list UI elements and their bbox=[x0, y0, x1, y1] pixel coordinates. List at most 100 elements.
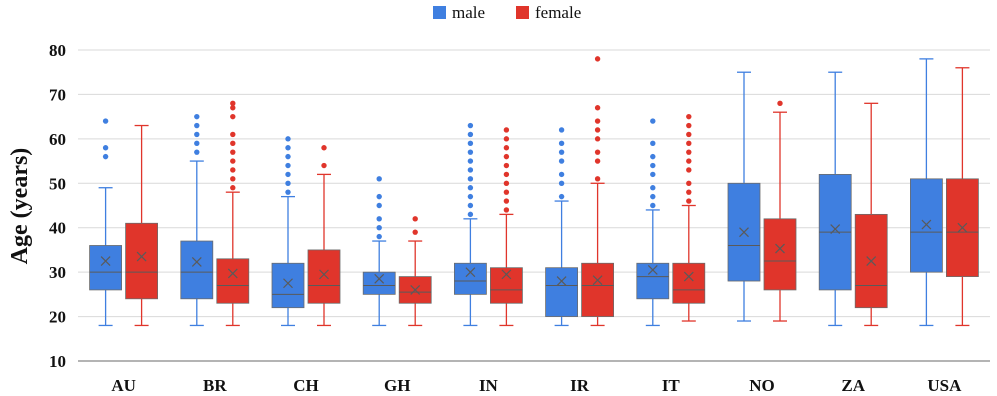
female-box-gh bbox=[398, 216, 432, 327]
female-mean-b-au bbox=[136, 251, 147, 262]
female-iqr-in bbox=[489, 267, 523, 304]
male-outlier-in-8 bbox=[467, 140, 474, 146]
female-outlier-in-5 bbox=[503, 162, 510, 169]
female-outlier-in-7 bbox=[503, 145, 510, 151]
male-outlier-au-0 bbox=[102, 153, 109, 160]
legend-swatch-male bbox=[433, 6, 446, 19]
male-outlier-br-2 bbox=[194, 131, 200, 138]
female-outlier-gh-0 bbox=[412, 229, 418, 235]
female-iqr-no bbox=[763, 218, 797, 291]
y-tick-labels: 10 20 30 40 50 60 70 80 bbox=[49, 41, 66, 371]
male-outlier-ir-1 bbox=[558, 180, 565, 186]
x-tick-au: AU bbox=[111, 376, 136, 395]
female-iqr-usa bbox=[946, 178, 979, 277]
male-outlier-in-5 bbox=[467, 167, 474, 173]
female-mean-b-gh bbox=[410, 284, 421, 295]
female-box-no bbox=[763, 100, 797, 322]
male-box-au bbox=[89, 118, 122, 327]
male-outlier-it-6 bbox=[650, 140, 656, 146]
x-tick-ch: CH bbox=[293, 376, 319, 395]
male-box-no bbox=[727, 71, 761, 322]
male-mean-b-no bbox=[739, 227, 749, 238]
female-outlier-in-2 bbox=[503, 189, 510, 195]
male-outlier-gh-4 bbox=[376, 193, 382, 200]
male-mean-b-za bbox=[830, 224, 841, 234]
male-mean-b-gh bbox=[374, 273, 385, 284]
male-outlier-ch-6 bbox=[285, 136, 291, 142]
x-tick-in: IN bbox=[479, 376, 499, 395]
male-mean-b-br bbox=[191, 257, 202, 267]
female-iqr-ir bbox=[581, 262, 614, 317]
x-tick-no: NO bbox=[749, 376, 775, 395]
female-box-au bbox=[125, 124, 158, 327]
female-mean-b-za bbox=[866, 256, 877, 266]
female-outlier-it-7 bbox=[686, 131, 692, 138]
male-outlier-br-4 bbox=[194, 113, 200, 120]
female-outlier-br-6 bbox=[230, 131, 236, 138]
x-tick-br: BR bbox=[203, 376, 227, 395]
male-outlier-ir-2 bbox=[558, 171, 565, 178]
male-outlier-in-7 bbox=[467, 149, 474, 155]
boxes bbox=[89, 56, 979, 327]
y-tick-80: 80 bbox=[49, 41, 66, 60]
male-outlier-ir-5 bbox=[558, 140, 565, 146]
male-outlier-ch-4 bbox=[285, 153, 291, 160]
female-box-ir bbox=[581, 56, 614, 327]
x-tick-gh: GH bbox=[384, 376, 410, 395]
female-outlier-in-3 bbox=[503, 180, 510, 186]
female-outlier-br-0 bbox=[230, 185, 236, 191]
male-outlier-gh-0 bbox=[376, 233, 382, 240]
female-outlier-br-9 bbox=[230, 100, 236, 107]
male-box-ir bbox=[545, 127, 578, 327]
male-outlier-it-5 bbox=[650, 153, 656, 160]
male-iqr-au bbox=[89, 245, 122, 291]
y-tick-30: 30 bbox=[49, 263, 66, 282]
female-outlier-it-1 bbox=[686, 189, 692, 195]
female-mean-b-in bbox=[501, 269, 512, 280]
male-box-usa bbox=[910, 58, 943, 327]
female-outlier-it-0 bbox=[686, 198, 692, 204]
male-box-ch bbox=[271, 136, 305, 327]
female-outlier-in-1 bbox=[503, 198, 510, 204]
male-outlier-gh-5 bbox=[376, 176, 382, 182]
male-iqr-br bbox=[180, 240, 214, 300]
male-outlier-br-0 bbox=[194, 149, 200, 155]
female-outlier-in-4 bbox=[503, 171, 510, 178]
female-box-it bbox=[672, 113, 706, 322]
legend-label-male: male bbox=[452, 3, 485, 22]
female-box-usa bbox=[946, 67, 979, 327]
female-mean-b-ir bbox=[592, 275, 603, 286]
male-outlier-in-2 bbox=[467, 193, 474, 200]
male-mean-b-it bbox=[647, 264, 658, 275]
female-outlier-it-3 bbox=[686, 167, 692, 173]
female-outlier-ir-4 bbox=[594, 127, 601, 133]
male-box-in bbox=[453, 122, 487, 327]
female-mean-b-usa bbox=[957, 222, 968, 233]
male-outlier-it-2 bbox=[650, 185, 656, 191]
male-outlier-ch-5 bbox=[285, 145, 291, 151]
female-mean-b-no bbox=[775, 243, 785, 254]
female-outlier-in-8 bbox=[503, 136, 510, 142]
female-outlier-ir-5 bbox=[594, 118, 601, 124]
male-outlier-au-2 bbox=[102, 118, 109, 124]
x-tick-usa: USA bbox=[927, 376, 962, 395]
male-outlier-gh-2 bbox=[376, 216, 382, 222]
legend: male female bbox=[433, 3, 581, 22]
male-outlier-in-3 bbox=[467, 185, 474, 191]
female-outlier-br-3 bbox=[230, 158, 236, 164]
female-outlier-it-5 bbox=[686, 149, 692, 155]
x-tick-labels: AU BR CH GH IN IR IT NO ZA USA bbox=[111, 376, 962, 395]
male-outlier-in-9 bbox=[467, 131, 474, 138]
male-outlier-br-3 bbox=[194, 122, 200, 129]
male-iqr-gh bbox=[362, 271, 396, 295]
legend-label-female: female bbox=[535, 3, 581, 22]
male-outlier-ch-1 bbox=[285, 180, 291, 186]
x-tick-it: IT bbox=[662, 376, 681, 395]
y-tick-20: 20 bbox=[49, 308, 66, 327]
male-outlier-it-1 bbox=[650, 193, 656, 200]
male-mean-b-in bbox=[465, 267, 476, 278]
female-iqr-it bbox=[672, 262, 706, 304]
y-tick-50: 50 bbox=[49, 174, 66, 193]
female-outlier-it-2 bbox=[686, 180, 692, 186]
